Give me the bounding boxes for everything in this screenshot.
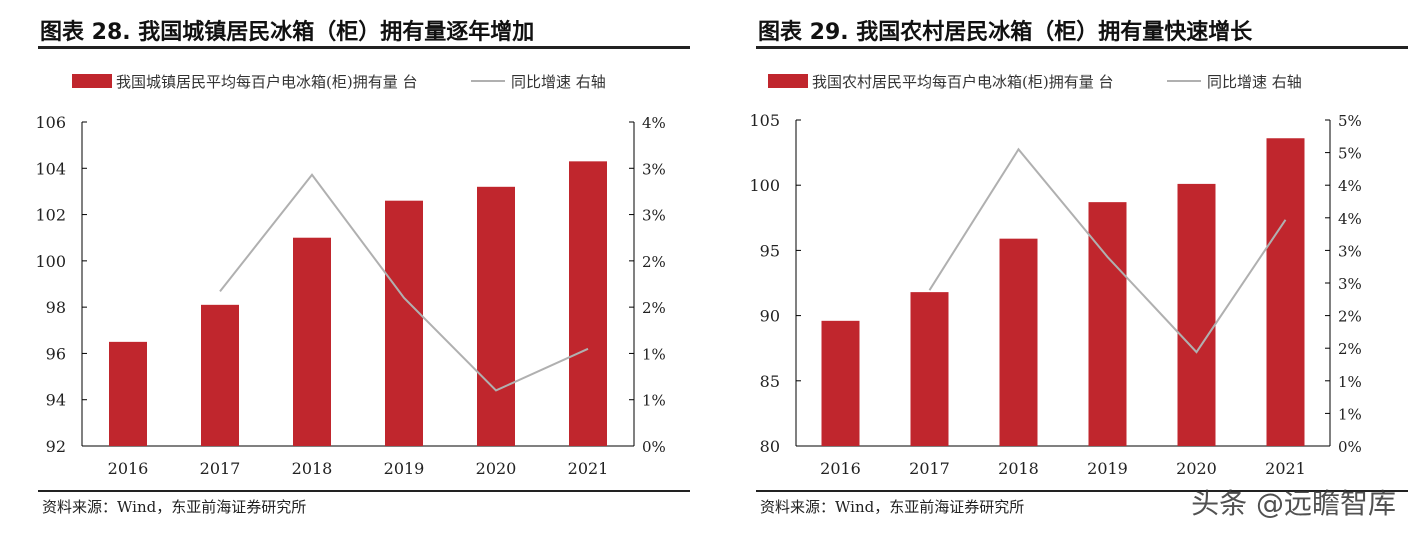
x-tick-label: 2019 [1087, 459, 1128, 478]
left-tick-label: 100 [749, 176, 780, 195]
left-tick-label: 98 [46, 298, 66, 317]
title-rule [756, 46, 1408, 49]
bar [201, 304, 239, 446]
right-tick-label: 3% [1338, 242, 1362, 260]
right-tick-label: 3% [642, 207, 666, 225]
left-tick-label: 100 [35, 252, 66, 271]
source-note: 资料来源：Wind，东亚前海证券研究所 [42, 498, 307, 516]
legend-bar-swatch [768, 74, 808, 88]
legend-line-label: 同比增速 右轴 [511, 73, 606, 91]
legend-bar-swatch [72, 74, 112, 88]
chart-title: 图表 29. 我国农村居民冰箱（柜）拥有量快速增长 [758, 20, 1253, 45]
bar [1088, 202, 1127, 446]
source-rule [38, 490, 690, 492]
left-tick-label: 80 [760, 437, 780, 456]
bar [293, 237, 331, 446]
x-tick-label: 2019 [384, 459, 425, 478]
x-tick-label: 2020 [1176, 459, 1217, 478]
right-tick-label: 1% [642, 345, 666, 363]
x-tick-label: 2020 [476, 459, 517, 478]
left-tick-label: 94 [46, 391, 66, 410]
bar [477, 186, 515, 447]
right-tick-label: 4% [1338, 210, 1362, 228]
left-tick-label: 104 [35, 159, 66, 178]
right-tick-label: 1% [1338, 405, 1362, 423]
x-tick-label: 2017 [200, 459, 241, 478]
right-tick-label: 1% [1338, 373, 1362, 391]
title-rule [38, 46, 690, 49]
right-tick-label: 5% [1338, 112, 1362, 130]
left-tick-label: 92 [46, 437, 66, 456]
right-tick-label: 2% [1338, 340, 1362, 358]
legend-bar-label: 我国农村居民平均每百户电冰箱(柜)拥有量 台 [812, 73, 1113, 91]
right-tick-label: 3% [642, 160, 666, 178]
chart-29: 我国农村居民平均每百户电冰箱(柜)拥有量 台 同比增速 右轴 80 85 90 95 100… [749, 73, 1362, 478]
bar [385, 200, 423, 446]
bar [821, 320, 860, 446]
left-tick-label: 105 [749, 111, 780, 130]
bar [910, 292, 949, 446]
bar [569, 161, 607, 446]
right-tick-label: 4% [642, 114, 666, 132]
right-tick-label: 4% [1338, 177, 1362, 195]
right-tick-label: 0% [642, 438, 666, 456]
x-tick-label: 2018 [292, 459, 333, 478]
right-tick-label: 5% [1338, 145, 1362, 163]
left-tick-label: 95 [760, 241, 780, 260]
left-tick-label: 96 [46, 344, 66, 363]
right-tick-label: 3% [1338, 275, 1362, 293]
x-tick-label: 2017 [909, 459, 950, 478]
right-tick-label: 2% [642, 299, 666, 317]
right-tick-label: 1% [642, 392, 666, 410]
right-tick-label: 0% [1338, 438, 1362, 456]
left-tick-label: 90 [760, 307, 780, 326]
chart-panel-29: 图表 29. 我国农村居民冰箱（柜）拥有量快速增长 我国农村居民平均每百户电冰箱… [718, 0, 1408, 534]
x-tick-label: 2016 [108, 459, 149, 478]
x-tick-label: 2018 [998, 459, 1039, 478]
left-tick-label: 106 [35, 113, 66, 132]
x-tick-label: 2016 [820, 459, 861, 478]
bar [109, 341, 147, 446]
right-tick-label: 2% [1338, 308, 1362, 326]
x-tick-label: 2021 [1265, 459, 1306, 478]
watermark: 头条 @远瞻智库 [1191, 487, 1396, 520]
right-tick-label: 2% [642, 253, 666, 271]
source-note: 资料来源：Wind，东亚前海证券研究所 [760, 498, 1025, 516]
left-tick-label: 102 [35, 206, 66, 225]
source-rule [756, 490, 1408, 492]
left-tick-label: 85 [760, 372, 780, 391]
bar [1177, 183, 1216, 446]
x-tick-label: 2021 [568, 459, 609, 478]
legend-bar-label: 我国城镇居民平均每百户电冰箱(柜)拥有量 台 [116, 73, 417, 91]
chart-28: 我国城镇居民平均每百户电冰箱(柜)拥有量 台 同比增速 右轴 92 94 96 98 100… [35, 73, 666, 478]
legend-line-label: 同比增速 右轴 [1207, 73, 1302, 91]
chart-title: 图表 28. 我国城镇居民冰箱（柜）拥有量逐年增加 [40, 20, 535, 45]
bar [1266, 138, 1305, 447]
bar [999, 238, 1038, 446]
chart-panel-28: 图表 28. 我国城镇居民冰箱（柜）拥有量逐年增加 我国城镇居民平均每百户电冰箱… [0, 0, 690, 534]
